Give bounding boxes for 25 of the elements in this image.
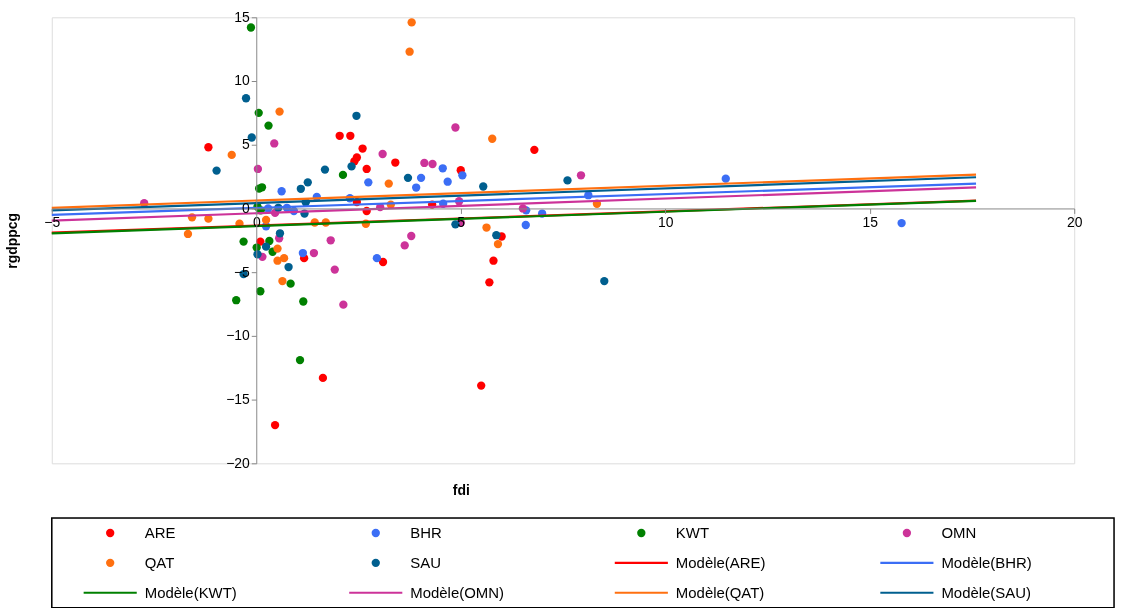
legend-label: QAT [144,553,175,571]
legend-label: Modèle(ARE) [675,553,766,571]
y-tick-label: −5 [233,263,251,280]
legend-label: Modèle(QAT) [675,583,765,601]
legend-label: Modèle(OMN) [410,583,505,601]
y-tick-label: 5 [242,136,251,153]
x-axis-title: fdi [452,481,470,498]
legend-label: BHR [410,523,443,541]
y-tick-label: 15 [234,8,251,25]
y-tick-label: −20 [226,454,251,471]
y-tick-label: 10 [234,72,251,89]
legend-label: ARE [144,523,176,541]
legend-label: Modèle(SAU) [941,583,1031,601]
legend-label: Modèle(KWT) [144,583,237,601]
y-tick-label: −10 [226,327,251,344]
legend-label: Modèle(BHR) [941,553,1032,571]
legend-label: SAU [410,553,441,571]
legend-label: KWT [675,523,709,541]
y-axis-title: rgdppcg [4,212,21,269]
x-tick-label: 10 [657,213,674,230]
legend-label: OMN [941,523,977,541]
x-tick-label: 15 [862,213,879,230]
x-tick-label: −5 [44,213,61,230]
y-tick-label: −15 [226,391,251,408]
x-tick-label: 20 [1066,213,1083,230]
